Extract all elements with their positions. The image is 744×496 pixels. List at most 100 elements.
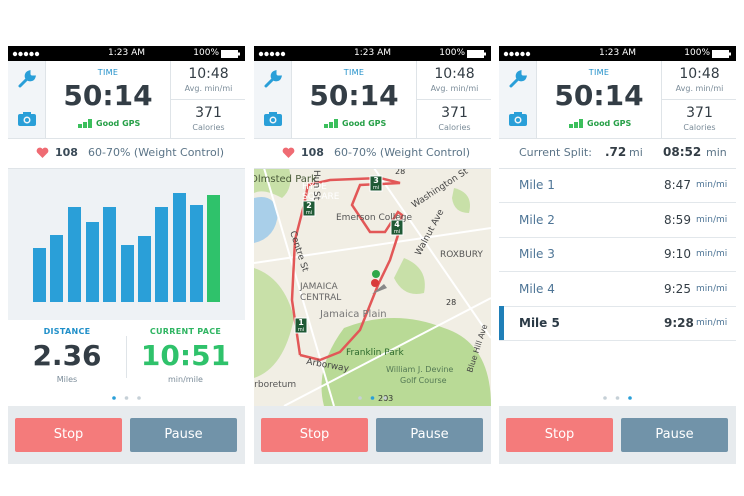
stop-button[interactable]: Stop [506,418,613,452]
heart-rate: 108 [55,146,78,159]
settings-icon[interactable] [263,69,283,89]
split-row[interactable]: Mile 2 8:59 min/mi [499,203,736,238]
stats-header: TIME 50:14 Good GPS 10:48 Avg. min/mi 37… [8,61,245,139]
calories-label: Calories [192,123,225,132]
signal-icon [503,51,531,57]
avg-pace-label: Avg. min/mi [184,84,233,93]
gps-status: Good GPS [96,119,141,128]
map-label: JAMAICA [299,282,339,292]
calories-label: Calories [683,123,716,132]
pace-bar [50,235,63,302]
pause-button[interactable]: Pause [130,418,237,452]
pace-bar [173,193,186,302]
map-label: Franklin Park [346,348,404,358]
map-label: ROXBURY [440,250,483,260]
gps-status: Good GPS [342,119,387,128]
phone-screen: Current Split: .72 mi 08:52 min Mile 1 8… [499,46,736,464]
pace-label: CURRENT PACE [149,327,222,336]
clock: 1:23 AM [108,48,145,58]
pace-bar [86,222,99,302]
split-pace: 9:25 [664,281,691,296]
pause-button[interactable]: Pause [621,418,728,452]
map-label: HYDE [302,182,327,192]
current-pace: 10:51 [140,339,231,372]
split-time: 08:52 [663,145,702,159]
map-label: 28 [446,298,456,307]
calories: 371 [686,105,713,121]
mile-number: 1 [298,318,304,327]
heart-icon [36,147,49,158]
status-bar: 1:23 AM 100% [8,46,245,61]
action-icons [8,61,46,138]
map-label: Arboretum [254,380,296,390]
split-row[interactable]: Mile 1 8:47 min/mi [499,168,736,203]
camera-icon[interactable] [17,111,37,127]
signal-icon [12,51,40,57]
split-pace: 8:47 [664,178,691,192]
stop-button[interactable]: Stop [261,418,368,452]
time-label: TIME [97,68,119,77]
map-label: 28 [395,168,405,176]
heart-rate-row: 108 60-70% (Weight Control) [8,138,245,169]
pause-button[interactable]: Pause [376,418,483,452]
camera-icon[interactable] [263,111,283,127]
mile-unit: mi [306,210,312,216]
pace-bar [103,207,116,302]
stats-panel: 10:48 Avg. min/mi 371 Calories [416,61,491,138]
settings-icon[interactable] [508,69,528,89]
map-label: Jamaica Plain [319,309,387,320]
current-split-row: Current Split: .72 mi 08:52 min [499,138,736,169]
pace-bar [68,207,81,302]
stats-header: TIME 50:14 Good GPS 10:48 Avg. min/mi 37… [499,61,736,139]
signal-icon [258,51,286,57]
heart-rate-row: 108 60-70% (Weight Control) [254,138,491,169]
battery-level: 100% [193,48,219,58]
split-pace: 9:10 [664,247,691,261]
pace-bar [190,205,203,302]
mile-number: 2 [306,201,312,210]
mile-unit: mi [298,327,304,333]
time-panel: TIME 50:14 Good GPS [537,61,661,138]
map-label: Golf Course [400,376,447,385]
split-pace: 8:59 [664,212,691,227]
settings-icon[interactable] [17,69,37,89]
split-label: Mile 2 [519,212,555,227]
stop-button[interactable]: Stop [15,418,122,452]
pace-chart [8,168,245,320]
split-label: Mile 1 [519,178,555,192]
battery-icon [467,50,486,58]
phone-screen: DISTANCE 2.36 Miles CURRENT PACE 10:51 m… [8,46,245,464]
elapsed-time: 50:14 [63,79,153,112]
map-label: CENTRAL [300,293,341,303]
split-row[interactable]: Mile 4 9:25 min/mi [499,272,736,307]
map-label: SQUARE [302,192,340,202]
split-label: Mile 3 [519,247,555,261]
avg-pace: 10:48 [679,66,720,82]
split-row[interactable]: Mile 3 9:10 min/mi [499,237,736,272]
mile-unit: mi [394,229,400,235]
control-bar: Stop Pause [254,406,491,464]
time-label: TIME [343,68,365,77]
split-row[interactable]: Mile 5 9:28 min/mi [499,306,736,341]
elapsed-time: 50:14 [554,79,644,112]
battery-level: 100% [439,48,465,58]
mile-marker: 3 mi [369,175,383,192]
gps-icon [324,119,338,128]
time-label: TIME [588,68,610,77]
split-distance-unit: mi [629,146,643,159]
page-indicator [358,396,387,400]
calories: 371 [441,105,468,121]
action-icons [499,61,537,138]
time-panel: TIME 50:14 Good GPS [292,61,416,138]
phone-screen: Olmsted Park HYDE SQUARE Hun St 28 Washington… [254,46,491,464]
split-unit: min/mi [696,249,728,259]
camera-icon[interactable] [508,111,528,127]
page-indicator [603,396,632,400]
mile-unit: mi [373,185,379,191]
mile-marker: 1 mi [294,317,308,334]
map-label: Emerson College [336,213,412,223]
stats-panel: 10:48 Avg. min/mi 371 Calories [661,61,736,138]
avg-pace-label: Avg. min/mi [430,84,479,93]
